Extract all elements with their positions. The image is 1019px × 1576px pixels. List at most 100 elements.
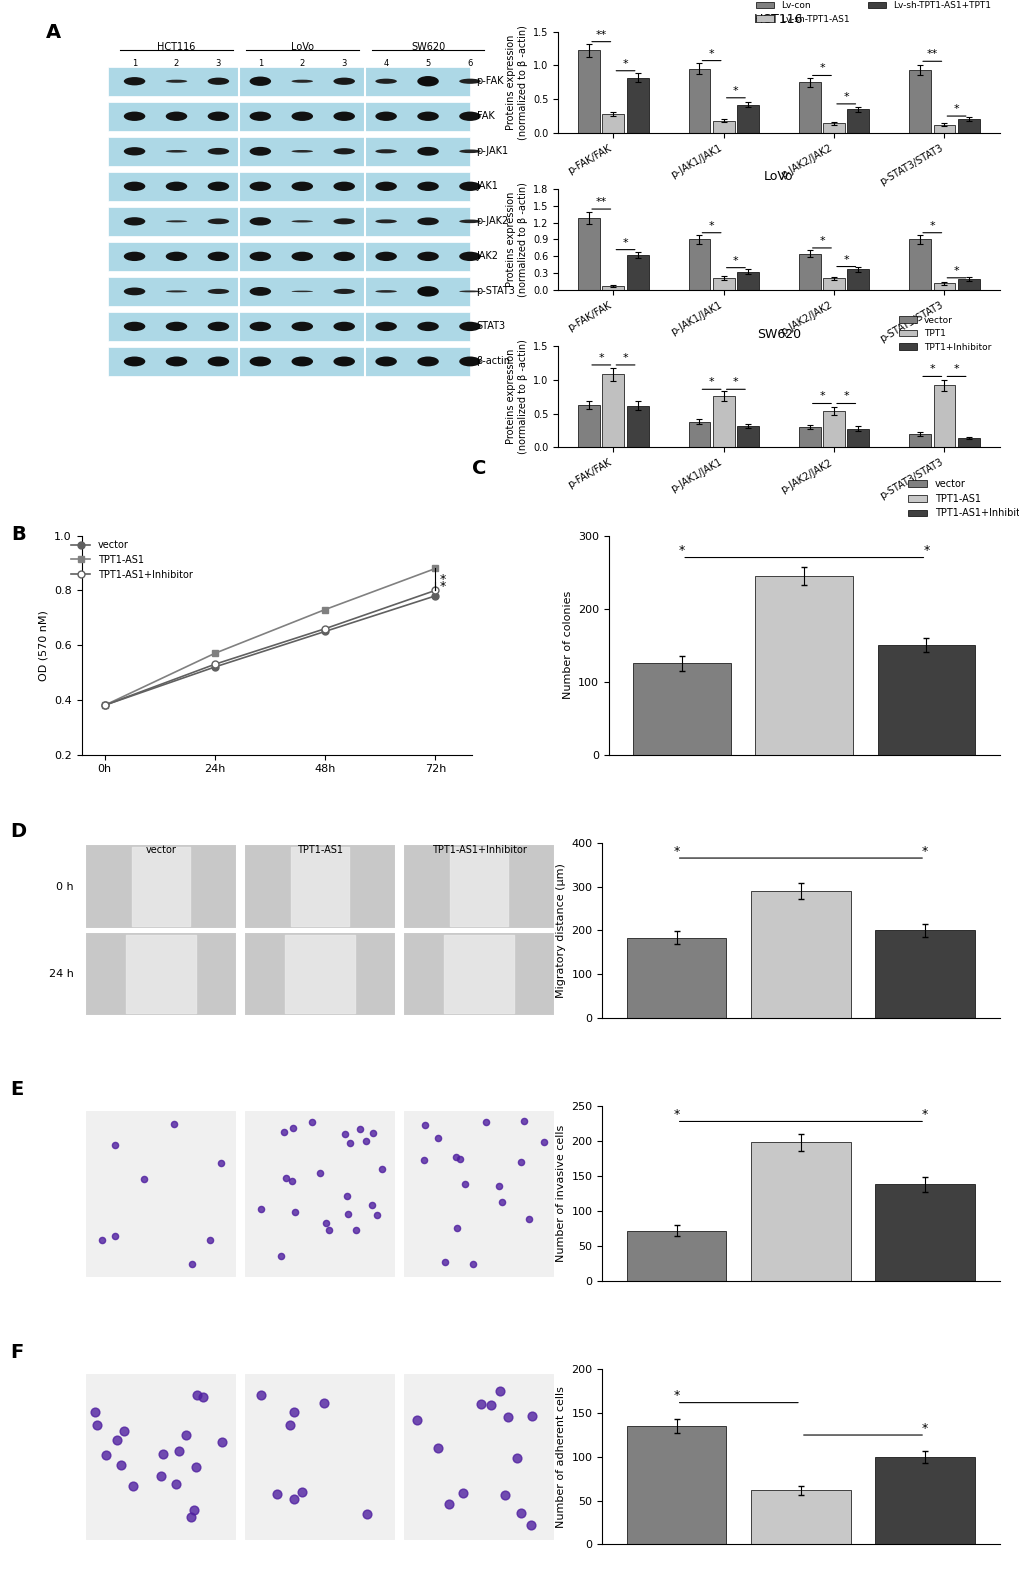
Point [116,1418,132,1444]
Text: *: * [843,91,848,102]
Ellipse shape [123,147,145,156]
FancyBboxPatch shape [244,1110,396,1278]
Point [524,1404,540,1429]
Point [448,1215,465,1240]
Point [107,1132,123,1157]
Line: TPT1-AS1: TPT1-AS1 [101,566,438,709]
vector [319,623,331,641]
FancyBboxPatch shape [108,66,470,96]
Ellipse shape [250,217,271,225]
Bar [798,82,820,132]
Ellipse shape [165,221,187,222]
Text: *: * [708,221,713,230]
Point [523,1513,539,1538]
Ellipse shape [459,290,480,292]
Point [373,1157,389,1182]
Bar [750,890,850,1018]
TPT1-AS1+Inhibitor [99,697,111,716]
Text: 3: 3 [341,58,346,68]
Ellipse shape [250,77,271,87]
Ellipse shape [123,217,145,225]
Text: LoVo: LoVo [290,43,314,52]
Bar [755,575,852,755]
Ellipse shape [375,219,396,224]
Line: vector: vector [101,593,438,709]
Ellipse shape [417,147,438,156]
Point [455,1171,472,1196]
Text: *: * [928,364,934,375]
Point [321,1218,337,1243]
Ellipse shape [375,252,396,262]
Point [430,1436,446,1461]
Ellipse shape [459,356,480,366]
Ellipse shape [208,288,229,295]
Point [358,1128,374,1154]
Point [535,1130,551,1155]
Line: TPT1-AS1+Inhibitor: TPT1-AS1+Inhibitor [101,586,438,709]
Bar [712,277,734,290]
Bar [626,77,648,132]
Point [447,1144,464,1169]
Legend: vector, TPT1, TPT1+Inhibitor: vector, TPT1, TPT1+Inhibitor [895,312,995,355]
Bar [633,663,731,755]
FancyBboxPatch shape [108,347,470,375]
Text: B: B [11,525,26,544]
TPT1-AS1+Inhibitor [319,619,331,638]
Ellipse shape [208,77,229,85]
Ellipse shape [333,322,355,331]
vector [429,586,441,605]
Text: F: F [10,1343,23,1362]
TPT1-AS1 [99,697,111,716]
Bar [712,396,734,448]
Bar [874,930,974,1018]
Bar [957,279,978,290]
Bar [626,405,648,448]
Bar [847,429,868,448]
Bar [874,1456,974,1544]
FancyBboxPatch shape [244,845,396,928]
Text: 1: 1 [131,58,137,68]
Point [364,1193,380,1218]
Bar [737,426,758,448]
Bar [688,240,709,290]
Text: A: A [46,24,61,43]
Point [508,1445,525,1470]
Point [493,1190,510,1215]
Point [189,1382,205,1407]
Point [365,1121,381,1146]
TPT1-AS1+Inhibitor [429,582,441,600]
FancyBboxPatch shape [403,845,554,928]
Bar [602,285,624,290]
vector [209,657,221,676]
Point [187,1455,204,1480]
Point [496,1483,513,1508]
TPT1-AS1 [209,645,221,663]
FancyBboxPatch shape [403,1110,554,1278]
Point [513,1150,529,1176]
Point [336,1121,353,1146]
Point [183,1251,200,1277]
Point [491,1377,507,1403]
Ellipse shape [250,252,271,262]
Y-axis label: OD (570 nM): OD (570 nM) [39,610,49,681]
Point [252,1382,268,1407]
Bar [932,125,955,132]
Point [168,1470,184,1496]
Ellipse shape [291,356,313,366]
Ellipse shape [291,80,313,84]
Point [451,1146,468,1171]
Text: *: * [953,104,959,113]
Text: *: * [708,377,713,388]
Point [352,1116,368,1141]
Point [166,1111,182,1136]
Ellipse shape [333,148,355,154]
Text: 3: 3 [215,58,221,68]
Bar [908,240,930,290]
Text: *: * [843,254,848,265]
Bar [578,50,599,132]
Bar [932,385,955,448]
Ellipse shape [333,356,355,366]
Y-axis label: Migratory distance (μm): Migratory distance (μm) [555,862,566,998]
FancyBboxPatch shape [108,206,470,236]
Text: *: * [928,221,934,230]
